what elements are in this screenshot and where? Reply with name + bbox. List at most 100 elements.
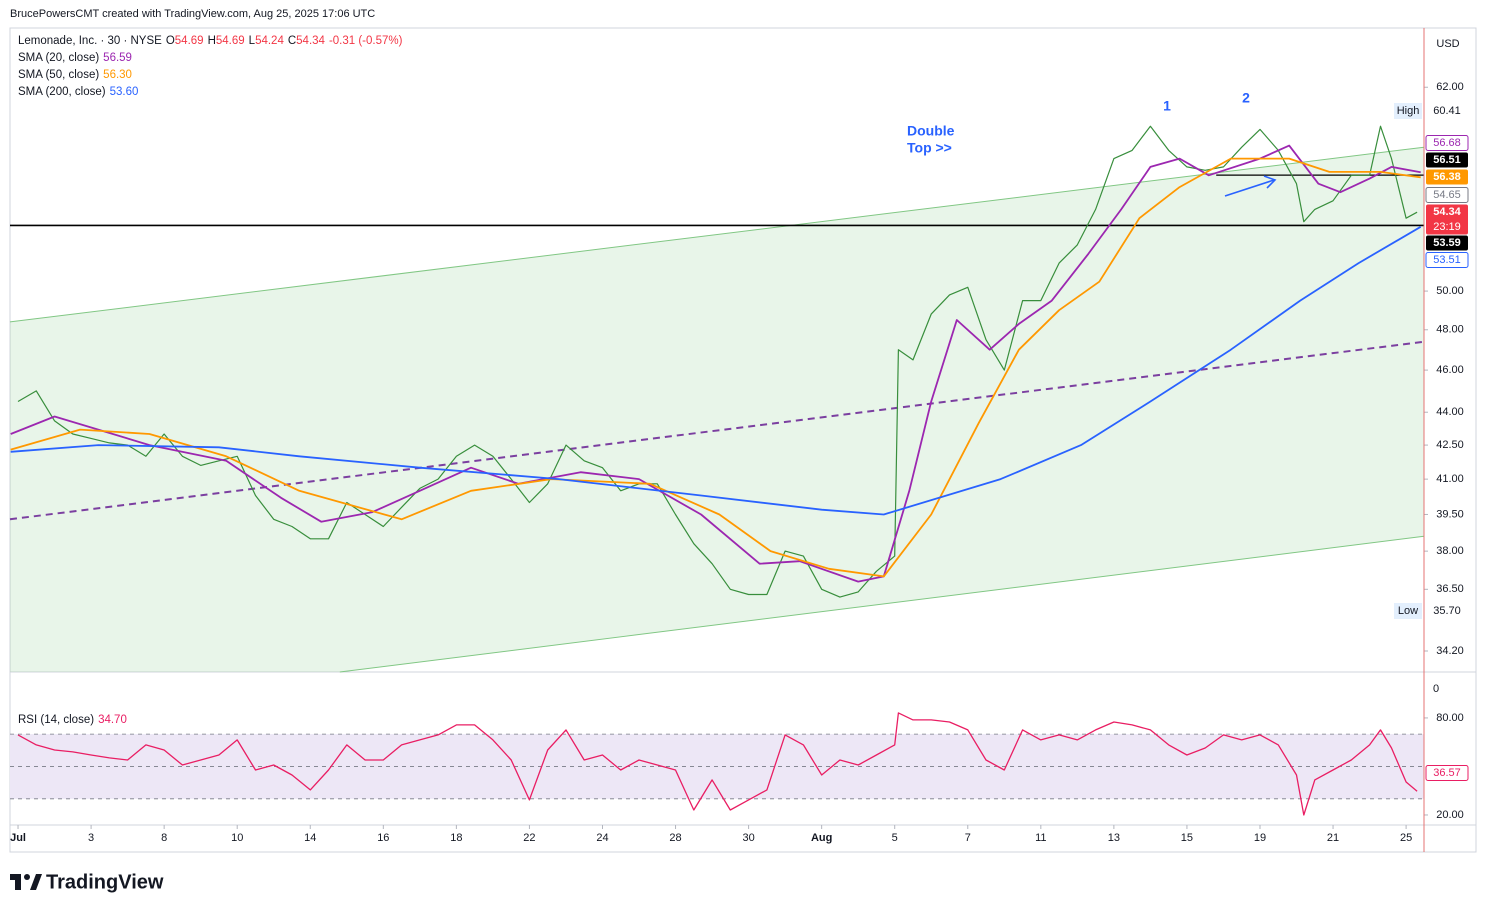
series-line (10, 226, 1422, 516)
x-tick-label: 3 (88, 832, 94, 844)
y-tick-label: 42.50 (1436, 439, 1464, 451)
y-tick-label: 50.00 (1436, 285, 1464, 297)
annotation: 1 (1163, 98, 1171, 114)
annotation: 2 (1242, 90, 1250, 106)
y-tick-label: 20.00 (1436, 809, 1464, 821)
caption-box (1394, 103, 1422, 119)
ohlc-value: 54.34 (296, 35, 325, 47)
y-tick-label: 38.00 (1436, 545, 1464, 557)
y-tick-label: 34.20 (1436, 645, 1464, 657)
price-label: 53.51 (1433, 254, 1461, 266)
price-label-box (1425, 187, 1469, 203)
main-legend: Lemonade, Inc. · 30 · NYSE O54.69 H54.69 L5… (18, 33, 406, 101)
y-tick-label: 44.00 (1436, 406, 1464, 418)
ohlc-name: C (287, 35, 297, 47)
sma-legend: SMA (20, close) 56.59 SMA (50, close) 56.30… (18, 50, 406, 101)
y-tick-label: 36.50 (1436, 583, 1464, 595)
series-line (10, 157, 1421, 578)
y-tick-label: 62.00 (1436, 81, 1464, 93)
series-line (10, 144, 1421, 583)
price-label: 53.59 (1433, 237, 1461, 249)
price-label-box (1425, 135, 1469, 151)
y-tick-label: 46.00 (1436, 364, 1464, 376)
sma-legend-row: SMA (200, close) 53.60 (18, 84, 406, 101)
countdown: 23:19 (1433, 221, 1461, 233)
rsi-value: 34.70 (98, 714, 127, 726)
y-tick-label: 80.00 (1436, 712, 1464, 724)
annotation: Top >> (907, 140, 952, 156)
y-tick-label: 39.50 (1436, 508, 1464, 520)
price-label-box (1426, 204, 1468, 235)
price-label-box (1426, 103, 1468, 119)
y-tick-label: 0 (1433, 683, 1439, 695)
annotation: Double (907, 123, 955, 139)
price-label-box (1426, 152, 1468, 168)
channel-line (9, 146, 1425, 323)
price-label: 56.38 (1433, 171, 1461, 183)
price-label: 35.70 (1433, 605, 1461, 617)
x-tick-label: 30 (742, 832, 754, 844)
price-label: 56.68 (1433, 137, 1461, 149)
price-caption: High (1397, 105, 1420, 117)
symbol: Lemonade, Inc. · 30 · NYSE (18, 35, 162, 47)
price-label: 60.41 (1433, 105, 1461, 117)
price-label-box (1425, 765, 1469, 781)
price-label: 54.65 (1433, 189, 1461, 201)
ohlc-name: L (248, 35, 256, 47)
x-tick-label: 19 (1254, 832, 1266, 844)
x-tick-label: 22 (523, 832, 535, 844)
x-tick-label: 7 (965, 832, 971, 844)
x-tick-label: Aug (811, 832, 832, 844)
price-caption: Low (1398, 605, 1418, 617)
sma-legend-row: SMA (50, close) 56.30 (18, 67, 406, 84)
price-label-box (1426, 603, 1468, 619)
price-label: 56.51 (1433, 154, 1461, 166)
series-name: SMA (50, close) (18, 69, 100, 81)
symbol-legend: Lemonade, Inc. · 30 · NYSE O54.69 H54.69 L5… (18, 33, 406, 50)
x-tick-label: 14 (304, 832, 316, 844)
ohlc-value: 54.69 (215, 35, 245, 47)
x-tick-label: 13 (1108, 832, 1120, 844)
series-value: 56.30 (103, 69, 132, 81)
price-label: 54.34 (1433, 206, 1461, 218)
price-label: 36.57 (1433, 767, 1461, 779)
x-tick-label: 8 (161, 832, 167, 844)
price-label-box (1426, 235, 1468, 251)
series-name: SMA (200, close) (18, 86, 106, 98)
x-tick-label: 11 (1035, 832, 1046, 844)
caption-box (1394, 603, 1422, 619)
sma-legend-row: SMA (20, close) 56.59 (18, 50, 406, 67)
ohlc-value: 54.69 (174, 35, 204, 47)
x-tick-label: 28 (669, 832, 681, 844)
x-tick-label: 21 (1327, 832, 1339, 844)
x-tick-label: 15 (1181, 832, 1193, 844)
y-tick-label: 48.00 (1436, 324, 1464, 336)
x-tick-label: 16 (377, 832, 389, 844)
series-value: 56.59 (103, 52, 132, 64)
ohlc-name: H (207, 35, 216, 47)
series-value: 53.60 (109, 86, 139, 98)
arrow (1224, 175, 1277, 197)
logo (10, 874, 42, 890)
change: -0.31 (-0.57%) (328, 35, 403, 47)
plot-layer: 62.00 50.00 48.00 46.00 44.00 42.50 41.00 39.50… (9, 81, 1469, 844)
x-tick-label: 18 (450, 832, 462, 844)
x-tick-label: Jul (10, 832, 26, 844)
x-tick-label: 5 (892, 832, 898, 844)
frame (9, 27, 1477, 853)
series-line (17, 125, 1418, 598)
median-line (9, 340, 1425, 521)
rsi-name: RSI (14, close) (18, 714, 95, 726)
x-tick-label: 24 (596, 832, 608, 844)
price-label-box (1425, 252, 1469, 268)
channel-line (339, 535, 1425, 673)
footer-brand: TradingView (46, 871, 164, 893)
ohlc-name: O (165, 35, 175, 47)
header: BrucePowersCMT created with TradingView.… (10, 8, 375, 20)
currency: USD (1436, 38, 1459, 50)
x-tick-label: 25 (1400, 832, 1412, 844)
rsi-legend: RSI (14, close) 34.70 (18, 712, 131, 729)
x-tick-label: 10 (231, 832, 243, 844)
